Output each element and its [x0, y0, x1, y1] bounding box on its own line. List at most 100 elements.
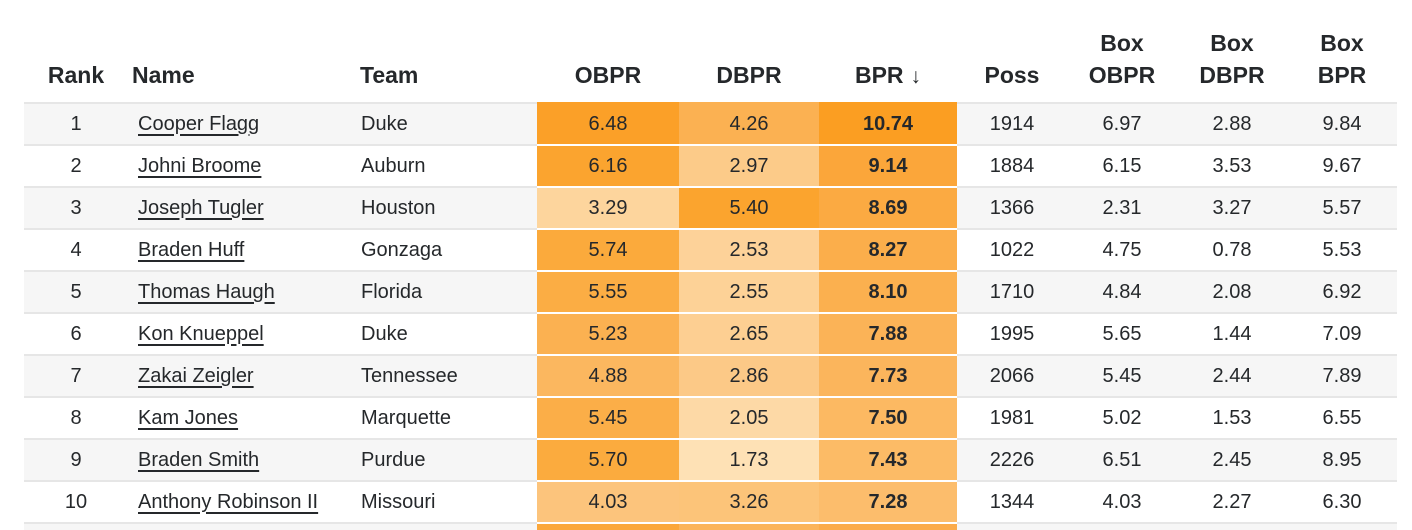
- rank-cell: 2: [24, 144, 128, 186]
- bpr-heat-cell: 7.28: [819, 480, 957, 522]
- rank-cell: 3: [24, 186, 128, 228]
- player-link[interactable]: Zakai Zeigler: [138, 364, 254, 387]
- obpr-heat-cell: 4.88: [537, 354, 679, 396]
- column-header-box_dbpr[interactable]: Box DBPR: [1177, 0, 1287, 102]
- dbpr-heat-cell: 2.55: [679, 270, 819, 312]
- bpr-heat-cell: 7.43: [819, 438, 957, 480]
- team-cell: Marquette: [356, 396, 537, 438]
- name-cell: [128, 522, 356, 530]
- bpr-heat-cell: [819, 522, 957, 530]
- box-dbpr-cell: 2.27: [1177, 480, 1287, 522]
- rank-cell: 9: [24, 438, 128, 480]
- box-obpr-cell: [1067, 522, 1177, 530]
- dbpr-heat-cell: 1.73: [679, 438, 819, 480]
- table-row: 5 Thomas Haugh Florida 5.55 2.55 8.10 1710 4.84…: [24, 270, 1397, 312]
- column-header-label: BPR: [854, 62, 904, 89]
- rank-cell: 1: [24, 102, 128, 144]
- player-link[interactable]: Anthony Robinson II: [138, 490, 319, 513]
- dbpr-heat-cell: 2.86: [679, 354, 819, 396]
- obpr-heat-cell: 3.29: [537, 186, 679, 228]
- box-obpr-cell: 4.84: [1067, 270, 1177, 312]
- box-obpr-cell: 6.97: [1067, 102, 1177, 144]
- column-header-label: Team: [360, 62, 419, 89]
- dbpr-heat-cell: 2.53: [679, 228, 819, 270]
- team-cell: Florida: [356, 270, 537, 312]
- table-row: 6 Kon Knueppel Duke 5.23 2.65 7.88 1995 5.65 1.4…: [24, 312, 1397, 354]
- poss-cell: 1995: [957, 312, 1067, 354]
- sort-descending-icon: ↓: [910, 65, 922, 89]
- rank-cell: 10: [24, 480, 128, 522]
- dbpr-heat-cell: 2.65: [679, 312, 819, 354]
- team-cell: Duke: [356, 102, 537, 144]
- rank-cell: [24, 522, 128, 530]
- table-row: 2 Johni Broome Auburn 6.16 2.97 9.14 1884 6.15 3…: [24, 144, 1397, 186]
- team-cell: Duke: [356, 312, 537, 354]
- player-link[interactable]: Kam Jones: [138, 406, 239, 429]
- box-obpr-cell: 5.02: [1067, 396, 1177, 438]
- table-row: 9 Braden Smith Purdue 5.70 1.73 7.43 2226 6.51 2…: [24, 438, 1397, 480]
- poss-cell: [957, 522, 1067, 530]
- rank-cell: 4: [24, 228, 128, 270]
- table-row-partial: [24, 522, 1397, 530]
- column-header-box_obpr[interactable]: Box OBPR: [1067, 0, 1177, 102]
- column-header-box_bpr[interactable]: Box BPR: [1287, 0, 1397, 102]
- box-dbpr-cell: 0.78: [1177, 228, 1287, 270]
- column-header-label: Box BPR: [1317, 29, 1367, 89]
- box-bpr-cell: 9.84: [1287, 102, 1397, 144]
- poss-cell: 1884: [957, 144, 1067, 186]
- table-row: 3 Joseph Tugler Houston 3.29 5.40 8.69 1366 2.3…: [24, 186, 1397, 228]
- bpr-heat-cell: 8.69: [819, 186, 957, 228]
- poss-cell: 1366: [957, 186, 1067, 228]
- column-header-name[interactable]: Name: [128, 0, 356, 102]
- name-cell: Cooper Flagg: [128, 102, 356, 144]
- name-cell: Kam Jones: [128, 396, 356, 438]
- team-cell: Missouri: [356, 480, 537, 522]
- box-bpr-cell: 5.57: [1287, 186, 1397, 228]
- name-cell: Braden Smith: [128, 438, 356, 480]
- name-cell: Anthony Robinson II: [128, 480, 356, 522]
- obpr-heat-cell: 5.23: [537, 312, 679, 354]
- name-cell: Zakai Zeigler: [128, 354, 356, 396]
- dbpr-heat-cell: [679, 522, 819, 530]
- column-header-rank[interactable]: Rank: [24, 0, 128, 102]
- column-header-dbpr[interactable]: DBPR: [679, 0, 819, 102]
- column-header-label: Poss: [984, 62, 1040, 89]
- box-bpr-cell: 7.09: [1287, 312, 1397, 354]
- name-cell: Kon Knueppel: [128, 312, 356, 354]
- bpr-heat-cell: 8.27: [819, 228, 957, 270]
- obpr-heat-cell: 6.16: [537, 144, 679, 186]
- box-bpr-cell: [1287, 522, 1397, 530]
- player-link[interactable]: Cooper Flagg: [138, 112, 260, 135]
- box-dbpr-cell: 3.53: [1177, 144, 1287, 186]
- column-header-obpr[interactable]: OBPR: [537, 0, 679, 102]
- poss-cell: 1022: [957, 228, 1067, 270]
- poss-cell: 2226: [957, 438, 1067, 480]
- box-bpr-cell: 6.92: [1287, 270, 1397, 312]
- player-link[interactable]: Johni Broome: [138, 154, 262, 177]
- box-dbpr-cell: 1.53: [1177, 396, 1287, 438]
- player-link[interactable]: Thomas Haugh: [138, 280, 275, 303]
- box-bpr-cell: 6.55: [1287, 396, 1397, 438]
- player-link[interactable]: Kon Knueppel: [138, 322, 264, 345]
- box-bpr-cell: 7.89: [1287, 354, 1397, 396]
- box-dbpr-cell: 2.44: [1177, 354, 1287, 396]
- player-link[interactable]: Braden Smith: [138, 448, 260, 471]
- table-row: 10 Anthony Robinson II Missouri 4.03 3.26 7.2…: [24, 480, 1397, 522]
- player-link[interactable]: Braden Huff: [138, 238, 245, 261]
- team-cell: Auburn: [356, 144, 537, 186]
- column-header-team[interactable]: Team: [356, 0, 537, 102]
- obpr-heat-cell: 5.45: [537, 396, 679, 438]
- poss-cell: 1710: [957, 270, 1067, 312]
- player-link[interactable]: Joseph Tugler: [138, 196, 264, 219]
- dbpr-heat-cell: 5.40: [679, 186, 819, 228]
- box-obpr-cell: 6.15: [1067, 144, 1177, 186]
- obpr-heat-cell: [537, 522, 679, 530]
- box-dbpr-cell: 2.08: [1177, 270, 1287, 312]
- box-obpr-cell: 6.51: [1067, 438, 1177, 480]
- dbpr-heat-cell: 3.26: [679, 480, 819, 522]
- team-cell: Tennessee: [356, 354, 537, 396]
- team-cell: Purdue: [356, 438, 537, 480]
- column-header-bpr[interactable]: BPR ↓: [819, 0, 957, 102]
- column-header-poss[interactable]: Poss: [957, 0, 1067, 102]
- bpr-heat-cell: 8.10: [819, 270, 957, 312]
